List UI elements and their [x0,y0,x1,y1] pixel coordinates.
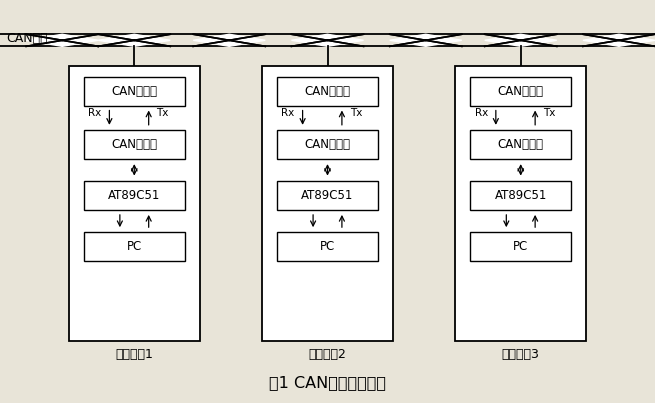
Bar [470,232,571,261]
Bar [276,181,379,210]
Text: Tx: Tx [350,108,362,118]
Text: AT89C51: AT89C51 [495,189,547,202]
Bar [470,181,571,210]
Text: 智能节点2: 智能节点2 [309,348,346,361]
Bar [262,66,393,341]
Text: AT89C51: AT89C51 [301,189,354,202]
Text: PC: PC [513,240,529,253]
Text: CAN驱动器: CAN驱动器 [305,85,350,98]
Polygon shape [26,34,98,46]
Polygon shape [485,34,557,46]
Polygon shape [583,34,655,46]
Bar [84,77,185,106]
Text: Rx: Rx [88,108,102,118]
Text: CAN驱动器: CAN驱动器 [498,85,544,98]
Text: CAN驱动器: CAN驱动器 [111,85,157,98]
Text: 智能节点3: 智能节点3 [502,348,540,361]
Bar [84,130,185,159]
Bar [84,181,185,210]
Text: CAN控制器: CAN控制器 [305,138,350,151]
Text: 图1 CAN总线系统结构: 图1 CAN总线系统结构 [269,375,386,391]
Text: Rx: Rx [475,108,488,118]
Bar [455,66,586,341]
Text: CAN控制器: CAN控制器 [498,138,544,151]
Bar [276,130,379,159]
Text: 智能节点1: 智能节点1 [115,348,153,361]
Bar [470,130,571,159]
Bar [276,77,379,106]
Text: Tx: Tx [543,108,555,118]
Polygon shape [193,34,265,46]
Polygon shape [390,34,462,46]
Text: PC: PC [320,240,335,253]
Bar [470,77,571,106]
Polygon shape [291,34,364,46]
Bar [84,232,185,261]
Text: Rx: Rx [282,108,295,118]
Polygon shape [98,34,170,46]
Text: CAN总线: CAN总线 [7,32,48,45]
Bar [69,66,200,341]
Bar [276,232,379,261]
Text: PC: PC [126,240,142,253]
Text: CAN控制器: CAN控制器 [111,138,157,151]
Text: AT89C51: AT89C51 [108,189,160,202]
Text: Tx: Tx [157,108,169,118]
